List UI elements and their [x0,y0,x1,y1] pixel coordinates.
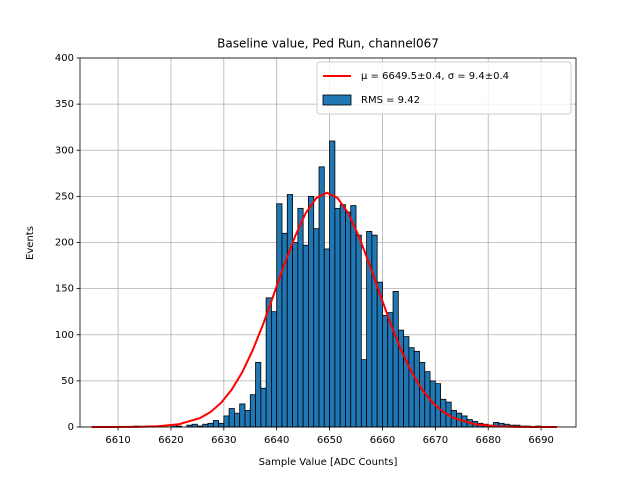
bar [360,359,368,428]
bar [313,228,320,428]
bar [355,234,362,428]
legend-label: RMS = 9.42 [361,95,420,106]
bar [392,290,399,428]
bar [334,207,341,428]
bar [276,203,283,428]
bar [255,362,262,428]
bar [191,423,198,428]
bar [345,211,352,428]
y-tick-label: 250 [55,191,74,202]
bar [376,281,383,428]
bar [239,403,246,428]
fit-line [91,191,557,428]
bar [271,311,278,428]
bar [260,387,267,428]
bar [244,409,251,428]
y-tick-label: 0 [68,422,74,433]
bar [329,140,336,428]
bar [292,242,299,428]
bar [371,234,378,428]
x-tick-label: 6660 [370,435,395,446]
bar [350,205,357,428]
legend-box [316,61,572,115]
bar [265,297,272,428]
bar [403,336,410,428]
bar [202,423,209,428]
bar [297,207,304,428]
x-tick-label: 6620 [158,435,183,446]
bar [286,194,293,428]
y-tick-label: 50 [61,376,74,387]
bar [419,362,426,428]
bar [382,314,389,428]
bar [318,166,325,428]
bar [339,204,346,428]
bar [308,195,315,428]
legend-bar-swatch [322,94,352,106]
bar [218,422,225,428]
x-tick-label: 6640 [264,435,289,446]
bar [212,420,219,428]
bar [413,350,420,428]
x-tick-label: 6690 [528,435,553,446]
y-tick-label: 200 [55,238,74,249]
y-tick-label: 300 [55,145,74,156]
x-tick-label: 6630 [211,435,236,446]
y-tick-label: 350 [55,99,74,110]
y-axis-label: Events [25,226,36,260]
bar [249,394,256,428]
x-tick-label: 6680 [475,435,500,446]
y-tick-label: 150 [55,284,74,295]
legend-label: μ = 6649.5±0.4, σ = 9.4±0.4 [361,71,509,82]
bar [207,422,214,428]
bar [234,412,241,428]
bar [408,347,415,428]
bar [323,248,330,428]
chart-title: Baseline value, Ped Run, channel067 [217,37,439,51]
axes-frame [79,57,577,428]
x-axis-label: Sample Value [ADC Counts] [259,457,398,468]
y-tick-label: 100 [55,330,74,341]
x-tick-label: 6650 [317,435,342,446]
bar [223,415,230,428]
bar [228,408,235,428]
x-tick-label: 6610 [105,435,130,446]
bar [302,244,309,428]
y-tick-label: 400 [55,53,74,64]
x-tick-label: 6670 [423,435,448,446]
